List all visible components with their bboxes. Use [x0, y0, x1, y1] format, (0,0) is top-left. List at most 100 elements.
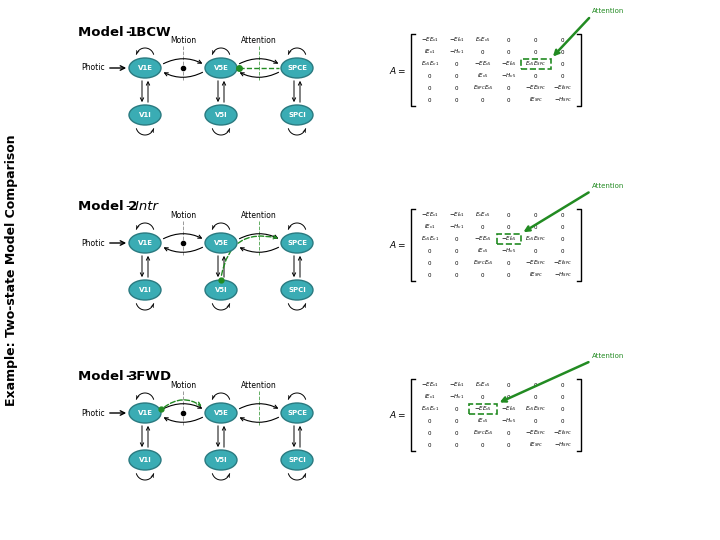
Text: V1I: V1I — [139, 457, 151, 463]
Text: $0$: $0$ — [428, 72, 433, 80]
Text: $E_{v5}E_{v1}$: $E_{v5}E_{v1}$ — [421, 59, 439, 69]
Text: $0$: $0$ — [506, 271, 512, 279]
Text: $0$: $0$ — [454, 405, 459, 413]
Text: $IE_{v1}$: $IE_{v1}$ — [424, 393, 436, 401]
Text: $-EE_{SPC}$: $-EE_{SPC}$ — [526, 259, 546, 267]
Text: V1E: V1E — [138, 410, 153, 416]
Ellipse shape — [129, 280, 161, 300]
Text: $A=$: $A=$ — [389, 240, 406, 251]
Text: $0$: $0$ — [560, 211, 566, 219]
Text: $0$: $0$ — [428, 271, 433, 279]
Text: Motion: Motion — [170, 36, 196, 45]
Text: $-EI_{v1}$: $-EI_{v1}$ — [449, 36, 465, 44]
Text: $0$: $0$ — [454, 259, 459, 267]
Text: $E_{v5}E_{v1}$: $E_{v5}E_{v1}$ — [421, 234, 439, 244]
Ellipse shape — [129, 105, 161, 125]
Text: $0$: $0$ — [560, 36, 566, 44]
Ellipse shape — [205, 450, 237, 470]
Text: $-H_{v5}$: $-H_{v5}$ — [501, 71, 516, 80]
Text: $0$: $0$ — [454, 441, 459, 449]
Bar — [497, 234, 521, 245]
Text: V5E: V5E — [214, 65, 228, 71]
Ellipse shape — [205, 403, 237, 423]
Bar — [469, 403, 497, 414]
Text: Attention: Attention — [241, 381, 277, 390]
Text: $0$: $0$ — [534, 247, 539, 255]
Text: $0$: $0$ — [506, 381, 512, 389]
Text: $0$: $0$ — [428, 84, 433, 92]
Text: $0$: $0$ — [480, 48, 485, 56]
FancyArrowPatch shape — [222, 235, 276, 275]
Text: $E_{SPC}E_{v5}$: $E_{SPC}E_{v5}$ — [472, 259, 493, 267]
FancyArrowPatch shape — [240, 59, 277, 64]
FancyArrowPatch shape — [163, 404, 202, 409]
Text: $0$: $0$ — [534, 381, 539, 389]
Text: $0$: $0$ — [560, 247, 566, 255]
Text: $0$: $0$ — [428, 429, 433, 437]
Text: $0$: $0$ — [560, 235, 566, 243]
Text: $0$: $0$ — [480, 223, 485, 231]
Text: - Intr: - Intr — [126, 200, 158, 213]
Text: $IE_{v1}$: $IE_{v1}$ — [424, 222, 436, 232]
Text: $0$: $0$ — [506, 84, 512, 92]
Ellipse shape — [129, 403, 161, 423]
Text: $0$: $0$ — [534, 393, 539, 401]
Text: V5E: V5E — [214, 240, 228, 246]
Text: $-EE_{v5}$: $-EE_{v5}$ — [474, 234, 492, 244]
Text: Model 1: Model 1 — [78, 25, 138, 38]
Text: Photic: Photic — [81, 239, 105, 247]
Text: $-EI_{v5}$: $-EI_{v5}$ — [501, 59, 517, 69]
Text: $0$: $0$ — [506, 36, 512, 44]
Text: $0$: $0$ — [534, 223, 539, 231]
Text: $-H_{SPC}$: $-H_{SPC}$ — [554, 441, 572, 449]
Text: SPCE: SPCE — [287, 410, 307, 416]
Text: $A=$: $A=$ — [389, 64, 406, 76]
Text: $-EE_{v1}$: $-EE_{v1}$ — [421, 381, 439, 389]
Text: - FWD: - FWD — [126, 370, 171, 383]
Text: $0$: $0$ — [454, 247, 459, 255]
FancyArrowPatch shape — [240, 404, 277, 409]
Text: $E_{SPC}E_{v5}$: $E_{SPC}E_{v5}$ — [472, 84, 493, 92]
Text: $A=$: $A=$ — [389, 409, 406, 421]
Text: Model 3: Model 3 — [78, 370, 138, 383]
Text: $0$: $0$ — [506, 441, 512, 449]
Text: $-EI_{v5}$: $-EI_{v5}$ — [501, 234, 517, 244]
Text: Attention: Attention — [241, 211, 277, 220]
Text: $IE_{SPC}$: $IE_{SPC}$ — [528, 441, 544, 449]
Text: $E_{v}E_{v5}$: $E_{v}E_{v5}$ — [475, 211, 491, 219]
Text: Attention: Attention — [592, 8, 624, 14]
FancyArrowPatch shape — [163, 234, 202, 239]
Text: $0$: $0$ — [534, 36, 539, 44]
FancyArrowPatch shape — [165, 72, 202, 77]
Text: $0$: $0$ — [534, 72, 539, 80]
Text: $E_{v}E_{v5}$: $E_{v}E_{v5}$ — [475, 381, 491, 389]
Text: Model 2: Model 2 — [78, 200, 138, 213]
Text: $iE_{v5}$: $iE_{v5}$ — [477, 416, 489, 426]
Text: $-EI_{v1}$: $-EI_{v1}$ — [449, 211, 465, 219]
Ellipse shape — [205, 280, 237, 300]
Text: SPCI: SPCI — [288, 287, 306, 293]
Text: $0$: $0$ — [506, 259, 512, 267]
Text: - BCW: - BCW — [126, 25, 171, 38]
Text: $iE_{v5}$: $iE_{v5}$ — [477, 247, 489, 255]
Ellipse shape — [205, 233, 237, 253]
Text: SPCI: SPCI — [288, 112, 306, 118]
Text: $0$: $0$ — [506, 223, 512, 231]
Text: $-EE_{SPC}$: $-EE_{SPC}$ — [526, 429, 546, 437]
Text: $-EI_{v5}$: $-EI_{v5}$ — [501, 404, 517, 414]
Ellipse shape — [205, 105, 237, 125]
Text: $-EI_{v1}$: $-EI_{v1}$ — [449, 381, 465, 389]
Text: $E_{v5}E_{v1}$: $E_{v5}E_{v1}$ — [421, 404, 439, 414]
Text: $0$: $0$ — [454, 271, 459, 279]
Text: $IE_{SPC}$: $IE_{SPC}$ — [528, 271, 544, 280]
Text: $0$: $0$ — [560, 381, 566, 389]
Text: $0$: $0$ — [560, 72, 566, 80]
Text: $0$: $0$ — [428, 417, 433, 425]
Text: $-EI_{SPC}$: $-EI_{SPC}$ — [554, 259, 572, 267]
Text: $0$: $0$ — [454, 235, 459, 243]
FancyArrowPatch shape — [163, 59, 202, 64]
Text: $0$: $0$ — [534, 211, 539, 219]
Text: $0$: $0$ — [506, 393, 512, 401]
Text: $-EE_{v5}$: $-EE_{v5}$ — [474, 59, 492, 69]
Text: V1E: V1E — [138, 65, 153, 71]
